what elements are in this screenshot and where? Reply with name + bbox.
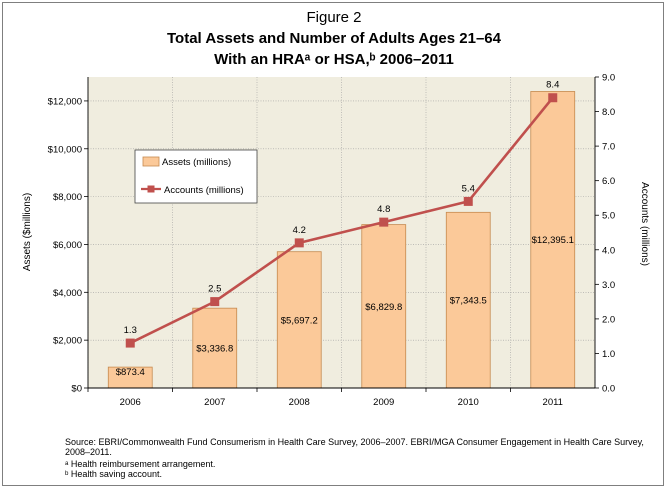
- x-tick-label: 2011: [543, 397, 563, 408]
- point-accounts: [125, 338, 135, 348]
- y-tick-label: $10,000: [48, 144, 82, 155]
- legend-marker-accounts: [147, 185, 155, 193]
- y-tick-label: $8,000: [53, 192, 82, 203]
- x-tick-label: 2010: [458, 397, 479, 408]
- y-tick-label: $6,000: [53, 240, 82, 251]
- legend-swatch-assets: [142, 156, 160, 167]
- bar-value-label: $873.4: [116, 367, 145, 378]
- figure-label: Figure 2: [306, 9, 362, 26]
- source-note: Source: EBRI/Commonwealth Fund Consumeri…: [65, 437, 644, 457]
- x-tick-label: 2006: [120, 397, 141, 408]
- chart-title-line1: Total Assets and Number of Adults Ages 2…: [167, 30, 501, 47]
- y-tick-label: $12,000: [48, 96, 82, 107]
- y-axis-label: Assets ($millions): [22, 193, 33, 271]
- bar-assets: [445, 211, 491, 389]
- chart-title-line2: With an HRAᵃ or HSA,ᵇ 2006–2011: [214, 51, 454, 68]
- line-accounts: [129, 96, 554, 345]
- y2-tick-label: 2.0: [602, 314, 615, 325]
- bar-value-label: $5,697.2: [281, 315, 318, 326]
- point-value-label: 4.2: [293, 225, 306, 236]
- footnote-hsa: ᵇ Health saving account.: [65, 469, 162, 479]
- bar-value-label: $6,829.8: [365, 302, 402, 313]
- y2-tick-label: 4.0: [602, 245, 615, 256]
- y2-tick-label: 1.0: [602, 349, 615, 360]
- y-tick-label: $0: [71, 384, 82, 395]
- x-tick-label: 2008: [289, 397, 310, 408]
- point-accounts: [548, 93, 558, 103]
- x-tick-label: 2009: [373, 397, 394, 408]
- point-accounts: [463, 196, 473, 206]
- y2-tick-label: 6.0: [602, 176, 615, 187]
- bar-value-label: $12,395.1: [532, 235, 574, 246]
- y2-tick-label: 0.0: [602, 384, 615, 395]
- bar-value-label: $7,343.5: [450, 296, 487, 307]
- bar-assets: [361, 224, 407, 389]
- bar-assets: [192, 307, 238, 389]
- y-tick-label: $2,000: [53, 336, 82, 347]
- point-accounts: [294, 238, 304, 248]
- y2-tick-label: 5.0: [602, 211, 615, 222]
- footnote-hra: ᵃ Health reimbursement arrangement.: [65, 459, 216, 469]
- bar-value-label: $3,336.8: [196, 344, 233, 355]
- point-value-label: 4.8: [377, 204, 390, 215]
- y2-tick-label: 3.0: [602, 280, 615, 291]
- legend: Assets (millions) Accounts (millions): [134, 149, 258, 204]
- bar-assets: [276, 251, 322, 389]
- point-value-label: 1.3: [124, 325, 137, 336]
- y2-axis-label: Accounts (millions): [639, 182, 650, 266]
- legend-label-accounts: Accounts (millions): [164, 185, 244, 196]
- y2-tick-label: 7.0: [602, 142, 615, 153]
- point-value-label: 8.4: [546, 80, 559, 91]
- y2-tick-label: 8.0: [602, 107, 615, 118]
- point-value-label: 2.5: [208, 284, 221, 295]
- point-value-label: 5.4: [462, 183, 475, 194]
- y2-tick-label: 9.0: [602, 73, 615, 84]
- legend-label-assets: Assets (millions): [162, 157, 231, 168]
- y-tick-label: $4,000: [53, 288, 82, 299]
- point-accounts: [210, 297, 220, 307]
- point-accounts: [379, 217, 389, 227]
- x-tick-label: 2007: [204, 397, 225, 408]
